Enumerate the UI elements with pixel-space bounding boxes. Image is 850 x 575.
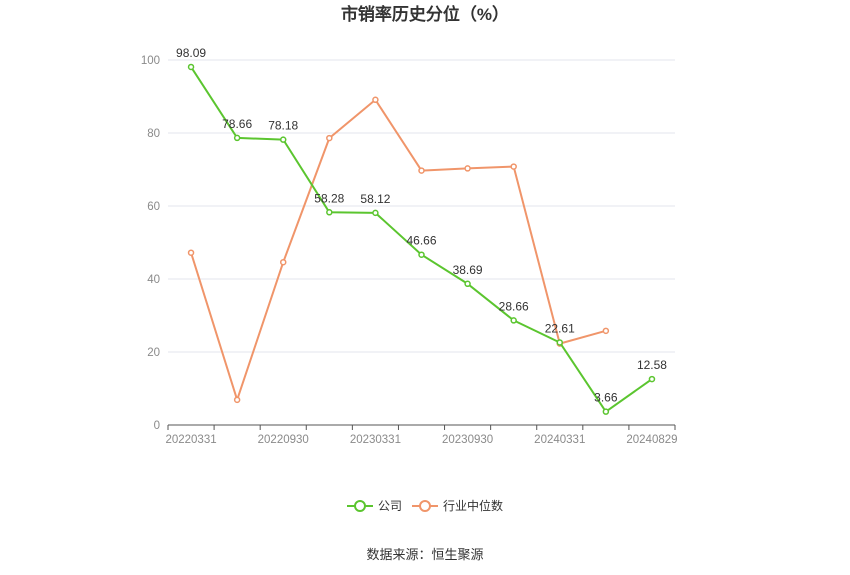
series-1-point — [279, 258, 287, 266]
series-1-point — [372, 96, 379, 104]
series-0-point — [510, 317, 517, 324]
series-0-point — [372, 209, 379, 217]
data-label: 78.18 — [268, 119, 298, 133]
x-tick-label: 20230331 — [350, 434, 401, 446]
legend-industry-swatch-marker — [419, 500, 431, 512]
data-label: 46.66 — [406, 234, 436, 248]
series-0-point — [602, 408, 610, 415]
legend-item-industry-median[interactable]: 行业中位数 — [412, 498, 503, 513]
series-1-point — [418, 167, 425, 174]
y-tick-label: 40 — [147, 274, 160, 286]
data-label: 58.28 — [314, 191, 344, 205]
grid-lines — [168, 59, 675, 353]
data-labels: 98.09 78.66 78.18 58.28 58.12 46.66 38.69 28.66… — [176, 46, 667, 405]
y-tick-label: 0 — [154, 420, 160, 432]
y-tick-label: 20 — [147, 347, 160, 359]
x-tick-label: 20240331 — [534, 434, 585, 446]
legend-company-label: 公司 — [378, 499, 402, 513]
y-tick-label: 100 — [141, 55, 160, 67]
x-tick-label: 20220930 — [258, 434, 309, 446]
data-label: 3.66 — [594, 391, 618, 405]
data-label: 58.12 — [360, 192, 390, 206]
series-lines — [187, 63, 656, 415]
series-1-point — [326, 134, 333, 142]
x-tick-label: 20230930 — [442, 434, 493, 446]
data-label: 22.61 — [545, 321, 575, 335]
series-1-point — [602, 327, 610, 335]
x-tick-label: 20240829 — [626, 434, 677, 446]
legend-industry-label: 行业中位数 — [443, 498, 503, 513]
series-1-point — [233, 396, 241, 404]
series-0-point — [187, 63, 195, 71]
y-tick-label: 60 — [147, 201, 160, 213]
data-label: 98.09 — [176, 46, 206, 60]
axes: 0 20 40 60 80 100 20220331 20220930 20230331 2023… — [141, 55, 678, 446]
data-label: 78.66 — [222, 117, 252, 131]
series-0-point — [556, 339, 564, 346]
series-0-point — [233, 134, 241, 142]
data-label: 28.66 — [499, 299, 529, 313]
y-tick-label: 80 — [147, 128, 160, 140]
x-tick-label: 20220331 — [165, 434, 216, 446]
series-0-point — [279, 136, 287, 143]
series-0-point — [326, 209, 333, 216]
chart-title: 市销率历史分位（%） — [341, 4, 509, 24]
data-label: 38.69 — [453, 263, 483, 277]
series-1-point — [464, 165, 471, 172]
legend[interactable]: 公司 行业中位数 — [347, 498, 503, 513]
source-note: 数据来源：恒生聚源 — [366, 547, 483, 562]
series-1-point — [510, 163, 517, 170]
series-1-point — [187, 249, 195, 256]
data-label: 12.58 — [637, 358, 667, 372]
series-0-point — [464, 280, 471, 288]
legend-company-swatch-marker — [354, 500, 366, 512]
series-0-point — [418, 251, 425, 258]
legend-item-company[interactable]: 公司 — [347, 499, 402, 513]
series-0-point — [648, 375, 656, 383]
series-line-1 — [190, 98, 607, 401]
